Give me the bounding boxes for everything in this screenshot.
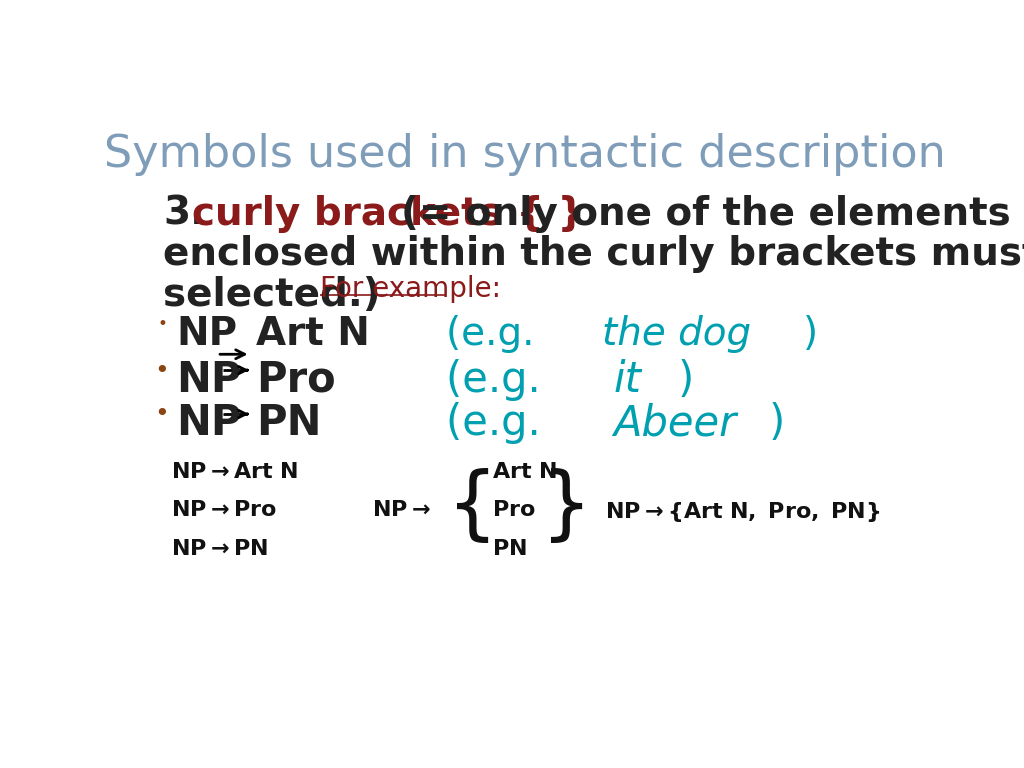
Text: $\mathbf{PN}$: $\mathbf{PN}$: [493, 539, 527, 559]
Text: 3.: 3.: [163, 194, 205, 233]
Text: PN: PN: [256, 402, 322, 445]
Text: enclosed within the curly brackets must be: enclosed within the curly brackets must …: [163, 235, 1024, 273]
Text: Symbols used in syntactic description: Symbols used in syntactic description: [103, 133, 946, 176]
Text: curly brackets { }: curly brackets { }: [191, 194, 585, 233]
Text: $\mathbf{NP \rightarrow}$: $\mathbf{NP \rightarrow}$: [372, 500, 431, 520]
Text: •: •: [155, 359, 170, 382]
Text: Abeer: Abeer: [613, 402, 736, 445]
Text: it: it: [613, 359, 641, 401]
Text: $\mathbf{NP \rightarrow Art\ N}$: $\mathbf{NP \rightarrow Art\ N}$: [171, 462, 297, 482]
Text: (e.g.: (e.g.: [445, 359, 554, 401]
Text: NP: NP: [176, 359, 242, 401]
Text: (= only one of the elements: (= only one of the elements: [400, 194, 1011, 233]
Text: $\mathbf{NP \rightarrow PN}$: $\mathbf{NP \rightarrow PN}$: [171, 539, 267, 559]
Text: ): ): [804, 316, 818, 353]
Text: $\mathbf{Art\ N}$: $\mathbf{Art\ N}$: [493, 462, 557, 482]
Text: Pro: Pro: [256, 359, 336, 401]
Text: $\left.\ \right\}$: $\left.\ \right\}$: [514, 467, 584, 546]
Text: ): ): [678, 359, 693, 401]
Text: •: •: [155, 402, 170, 426]
Text: the dog: the dog: [602, 316, 752, 353]
Text: $\mathbf{Pro}$: $\mathbf{Pro}$: [493, 500, 536, 520]
Text: $\mathbf{NP \rightarrow \{Art\ N,\ Pro,\ PN\}}$: $\mathbf{NP \rightarrow \{Art\ N,\ Pro,\…: [604, 500, 880, 525]
Text: NP: NP: [176, 316, 238, 353]
Text: ): ): [768, 402, 784, 445]
Text: (e.g.: (e.g.: [445, 402, 554, 445]
Text: •: •: [157, 316, 167, 333]
Text: $\left\{\ \right.$: $\left\{\ \right.$: [445, 467, 489, 546]
Text: Art N: Art N: [256, 316, 370, 353]
Text: (e.g.: (e.g.: [445, 316, 547, 353]
Text: $\mathbf{NP \rightarrow Pro}$: $\mathbf{NP \rightarrow Pro}$: [171, 500, 276, 520]
Text: NP: NP: [176, 402, 242, 445]
Text: selected.): selected.): [163, 276, 381, 314]
Text: For example:: For example:: [321, 276, 501, 303]
